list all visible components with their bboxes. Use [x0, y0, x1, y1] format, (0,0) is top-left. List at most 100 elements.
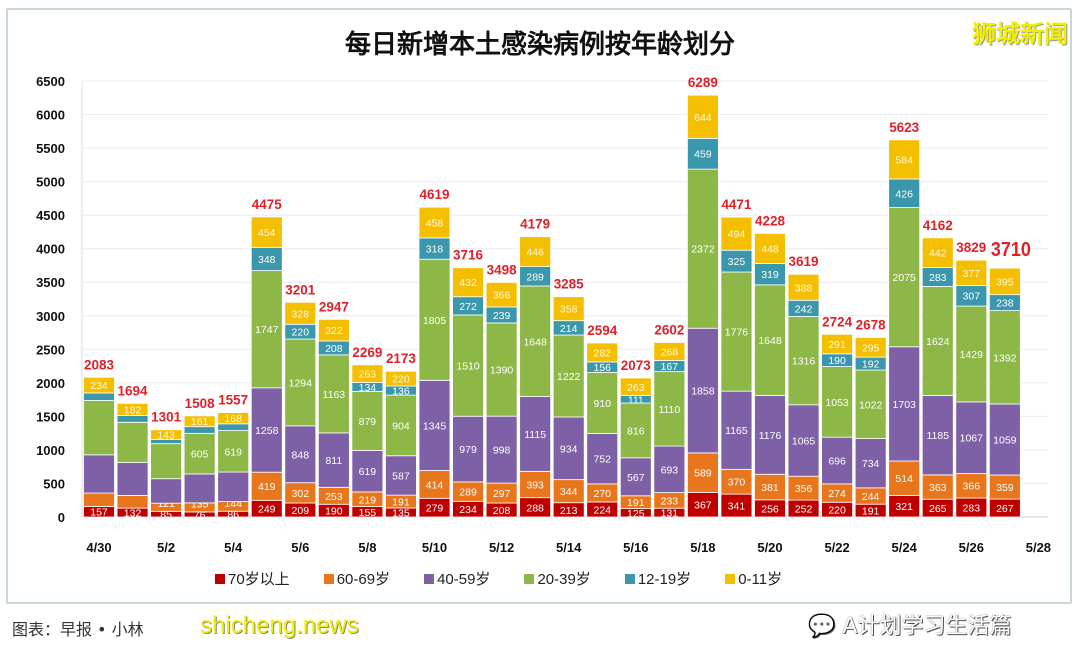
- segment-label: 414: [426, 479, 444, 491]
- segment-label: 143: [157, 430, 175, 442]
- segment-label: 1392: [993, 352, 1017, 364]
- bar-segment: [552, 416, 585, 481]
- bar-4-30: 157 234 2083: [83, 356, 115, 519]
- total-label: 4162: [923, 217, 953, 233]
- bar-segment: [351, 449, 384, 493]
- bar-segment: [586, 433, 619, 485]
- bar-segment: [418, 206, 451, 239]
- bar-segment: [687, 94, 719, 139]
- bar-segment: [552, 334, 585, 418]
- segment-label: 454: [258, 227, 276, 239]
- segment-label: 135: [392, 507, 410, 519]
- y-tick-label: 1500: [36, 409, 65, 424]
- y-tick-label: 3500: [36, 275, 65, 290]
- segment-label: 167: [661, 361, 679, 373]
- total-label: 2602: [654, 321, 684, 337]
- bar-segment: [821, 333, 853, 355]
- segment-label: 244: [862, 491, 880, 503]
- bar-segment: [754, 473, 786, 501]
- y-tick-label: 5500: [36, 141, 65, 156]
- x-tick-label: 5/20: [757, 540, 782, 555]
- bar-5-10: 279 414 1345 1805 318 458 4619: [418, 186, 451, 518]
- bar-segment: [83, 400, 115, 456]
- segment-label: 265: [929, 503, 947, 515]
- segment-label: 111: [628, 394, 644, 406]
- segment-label: 220: [292, 327, 310, 339]
- bar-segment: [418, 258, 451, 381]
- segment-label: 393: [526, 480, 544, 492]
- bar-segment: [217, 471, 250, 502]
- segment-label: 1805: [423, 315, 447, 327]
- segment-label: 514: [895, 473, 913, 485]
- segment-label: 367: [694, 500, 712, 512]
- bar-segment: [653, 371, 686, 447]
- total-label: 3201: [285, 281, 315, 297]
- segment-label: 1165: [725, 425, 748, 437]
- y-tick-label: 4500: [36, 208, 65, 223]
- bar-segment: [888, 178, 921, 208]
- total-label: 2173: [386, 350, 416, 366]
- total-label: 2947: [319, 298, 349, 314]
- segment-label: 208: [325, 343, 343, 355]
- bar-segment: [485, 415, 518, 484]
- bar-segment: [83, 376, 115, 394]
- watermark-text: A计划学习生活篇: [842, 614, 1012, 639]
- bar-segment: [418, 379, 451, 471]
- legend-label: 60-69岁: [336, 571, 391, 588]
- segment-label: 224: [593, 504, 611, 516]
- segment-label: 76: [194, 509, 206, 521]
- y-tick-label: 6500: [36, 74, 65, 89]
- bar-5-23: 191 244 734 1022 192 295 2678: [854, 316, 887, 518]
- segment-label: 1510: [456, 361, 480, 373]
- segment-label: 589: [694, 468, 712, 480]
- segment-label: 619: [359, 466, 377, 478]
- total-label: 6289: [688, 74, 718, 90]
- bar-segment: [519, 396, 552, 472]
- segment-label: 1624: [926, 336, 950, 348]
- wechat-icon: 💬: [808, 614, 836, 639]
- segment-label: 388: [795, 282, 813, 294]
- segment-label: 1258: [255, 425, 279, 437]
- bar-5-26: 283 366 1067 1429 307 377 3829: [955, 239, 988, 518]
- bar-5-14: 213 344 934 1222 214 358 3285: [552, 276, 585, 518]
- segment-label: 1390: [490, 365, 514, 377]
- bar-segment: [754, 394, 786, 475]
- legend-label: 12-19岁: [637, 571, 692, 588]
- total-label: 1301: [151, 409, 181, 425]
- segment-label: 297: [493, 488, 511, 500]
- bar-segment: [250, 216, 283, 248]
- segment-label: 161: [191, 416, 209, 428]
- y-tick-label: 4000: [36, 242, 65, 257]
- segment-label: 446: [526, 247, 544, 259]
- segment-label: 234: [90, 380, 108, 392]
- bar-5-19: 341 370 1165 1776 325 494 4471: [720, 196, 753, 518]
- segment-label: 238: [996, 298, 1014, 310]
- bar-5-25: 265 363 1185 1624 283 442 4162: [921, 217, 954, 518]
- segment-label: 693: [661, 464, 679, 476]
- bar-segment: [888, 346, 921, 462]
- legend-label: 20-39岁: [537, 571, 591, 588]
- bar-segment: [888, 460, 921, 496]
- bar-segment: [787, 273, 820, 301]
- bar-segment: [988, 474, 1021, 500]
- legend-label: 70岁以上: [228, 571, 290, 588]
- total-label: 2073: [621, 357, 651, 373]
- bar-segment: [83, 454, 115, 494]
- segment-label: 282: [593, 347, 611, 359]
- segment-label: 253: [325, 491, 343, 503]
- bar-segment: [586, 371, 619, 434]
- segment-label: 136: [392, 386, 410, 398]
- segment-label: 442: [929, 248, 947, 260]
- bar-5-22: 220 274 696 1053 190 291 2724: [821, 313, 853, 518]
- bar-segment: [351, 364, 384, 383]
- bar-5-15: 224 270 752 910 156 282 2594: [586, 322, 619, 518]
- total-label: 4228: [755, 212, 785, 228]
- legend-swatch: [424, 573, 435, 584]
- segment-label: 214: [560, 323, 578, 335]
- segment-label: 587: [392, 470, 410, 482]
- total-label: 2269: [352, 344, 382, 360]
- segment-label: 1429: [960, 349, 984, 361]
- bar-segment: [150, 478, 183, 504]
